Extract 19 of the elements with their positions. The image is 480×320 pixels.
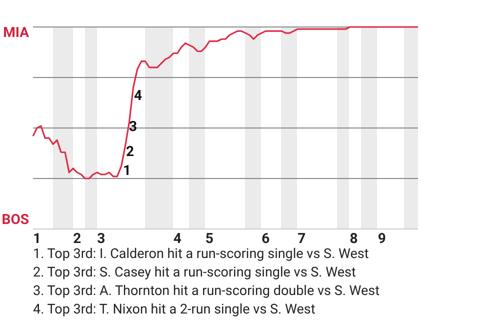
x-tick-label: 7 — [298, 231, 306, 247]
text: 2. Top 3rd: S. Casey hit a run-scoring single vs S. West — [33, 264, 356, 280]
x-tick-label: 1 — [32, 231, 42, 247]
annotation: 1 — [123, 163, 132, 179]
x-tick-label: 8 — [350, 231, 358, 247]
annotation: 3 — [129, 119, 138, 135]
annotation: 2 — [126, 144, 134, 160]
text: 1. Top 3rd: I. Calderon hit a run-scoring single vs S. West — [33, 246, 369, 262]
x-tick-label: 3 — [97, 231, 106, 247]
x-tick-label: 6 — [262, 231, 270, 247]
x-tick-label: 5 — [205, 231, 214, 247]
x-tick-label: 2 — [73, 231, 82, 247]
annotation: 4 — [134, 88, 142, 104]
text: MIA — [3, 25, 30, 41]
text: 4. Top 3rd: T. Nixon hit a 2-run single vs S. West — [33, 302, 316, 318]
x-tick-label: 9 — [378, 231, 386, 247]
text: 3. Top 3rd: A. Thornton hit a run-scoring double vs S. West — [33, 283, 380, 299]
x-tick-label: 4 — [173, 231, 182, 247]
text: BOS — [2, 212, 30, 228]
